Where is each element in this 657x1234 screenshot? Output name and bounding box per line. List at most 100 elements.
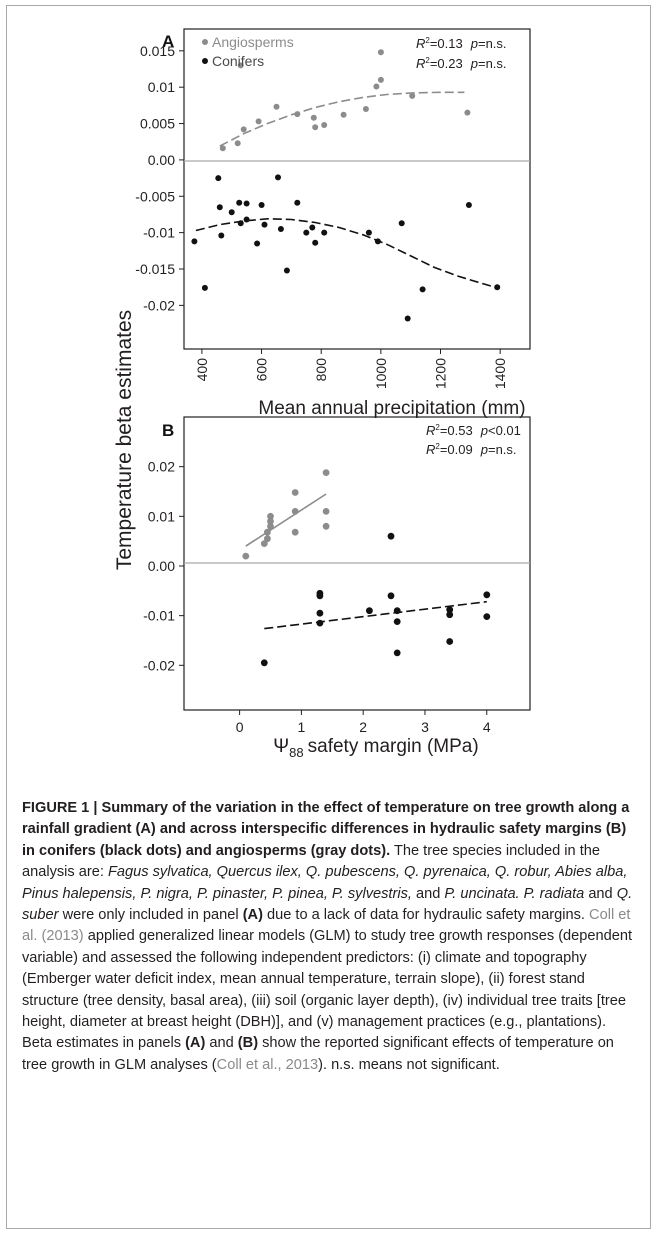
x-tick-label: 800	[313, 358, 329, 382]
data-point-conifers	[404, 315, 411, 322]
panel-b-x-ticks: 0 1 2 3 4	[236, 710, 491, 735]
data-point-angiosperms	[312, 124, 319, 131]
panel-a-stat-angio: R2=0.13 p=n.s.	[416, 36, 507, 51]
data-point-angiosperms	[294, 111, 301, 118]
x-tick-label: 0	[236, 719, 244, 735]
data-point-conifers	[321, 229, 328, 236]
data-point-angiosperms	[291, 528, 299, 536]
data-point-conifers	[294, 199, 301, 206]
caption-citation-link[interactable]: Coll et al., 2013	[216, 1056, 319, 1073]
figure-chart: A 0.015 0.01 0.005 0.00 -0.005 -0.01 -0.015 -0.…	[113, 28, 531, 760]
data-point-angiosperms	[267, 522, 274, 530]
data-point-angiosperms	[409, 92, 416, 99]
panel-b: B 0.02 0.01 0.00 -0.01 -0.02 0 1 2 3 4 R2=0.53 p<…	[143, 416, 531, 760]
panel-a-annotations: R2=0.13 p=n.s. R2=0.23 p=n.s.	[416, 36, 507, 71]
data-point-angiosperms	[264, 528, 271, 536]
caption-text: and	[411, 885, 445, 902]
data-point-angiosperms	[377, 76, 384, 83]
data-point-conifers	[254, 240, 261, 247]
panel-b-annotations: R2=0.53 p<0.01 R2=0.09 p=n.s.	[426, 423, 521, 457]
legend-angiosperms-marker	[202, 39, 208, 45]
data-point-conifers	[393, 618, 401, 625]
data-point-conifers	[483, 591, 491, 599]
caption-citation-link[interactable]: Coll et al. (2013)	[22, 907, 631, 945]
data-point-angiosperms	[322, 522, 330, 530]
legend-conifers-marker	[202, 58, 208, 64]
x-tick-label: 1000	[373, 358, 389, 389]
panel-b-x-axis-label: Ψ88 safety margin (MPa)	[273, 736, 478, 760]
panel-a-y-ticks: 0.015 0.01 0.005 0.00 -0.005 -0.01 -0.015 -0.02	[135, 43, 184, 313]
data-point-conifers	[312, 239, 319, 246]
data-point-conifers	[387, 532, 395, 540]
data-point-angiosperms	[291, 508, 299, 515]
y-tick-label: -0.02	[143, 297, 175, 313]
data-point-conifers	[228, 209, 235, 216]
data-point-conifers	[374, 238, 381, 245]
y-tick-label: 0.00	[148, 558, 175, 574]
x-tick-label: 2	[359, 719, 367, 735]
trendline-angiosperms	[219, 91, 465, 147]
y-tick-label: 0.015	[140, 43, 175, 59]
x-tick-label: 3	[421, 719, 429, 735]
data-point-angiosperms	[322, 469, 330, 476]
y-tick-label: 0.02	[148, 459, 175, 475]
data-point-conifers	[283, 267, 290, 274]
data-point-conifers	[494, 284, 501, 291]
data-point-angiosperms	[321, 122, 328, 128]
legend-conifers-label: Conifers	[212, 53, 264, 69]
data-point-conifers	[303, 229, 310, 236]
data-point-conifers	[277, 226, 284, 232]
x-tick-label: 1	[297, 719, 305, 735]
data-point-angiosperms	[234, 140, 241, 147]
panel-a-stat-conifer: R2=0.23 p=n.s.	[416, 56, 507, 71]
panel-b-trendlines	[245, 493, 487, 630]
data-point-angiosperms	[291, 489, 299, 496]
x-tick-label: 1400	[492, 358, 508, 389]
data-point-conifers	[446, 638, 454, 645]
figure-caption: FIGURE 1 | Summary of the variation in t…	[22, 798, 636, 1076]
y-tick-label: -0.015	[135, 261, 175, 277]
caption-species: Fagus sylvatica, Quercus ilex, Q. pubesc…	[22, 864, 628, 902]
data-point-angiosperms	[260, 540, 268, 547]
panel-a-x-ticks: 400 600 800 1000 1200 1400	[194, 349, 508, 389]
data-point-conifers	[258, 202, 265, 208]
y-tick-label: 0.00	[148, 152, 175, 168]
data-point-angiosperms	[273, 103, 280, 110]
data-point-conifers	[218, 232, 225, 239]
panel-a-trendlines	[195, 91, 498, 289]
data-point-conifers	[316, 592, 324, 600]
caption-text: ). n.s. means not significant.	[318, 1056, 500, 1073]
y-tick-label: 0.005	[140, 116, 175, 132]
caption-text: applied generalized linear models (GLM) …	[22, 928, 633, 1052]
data-point-conifers	[393, 607, 401, 615]
data-point-conifers	[419, 286, 426, 293]
caption-panel-ref: (B)	[237, 1035, 259, 1052]
data-point-conifers	[446, 611, 454, 619]
trendline-conifers	[264, 600, 487, 630]
panel-a-points	[191, 49, 501, 322]
data-point-angiosperms	[373, 83, 380, 90]
data-point-conifers	[393, 649, 401, 657]
data-point-conifers	[201, 284, 208, 291]
data-point-conifers	[398, 220, 405, 227]
caption-lead: FIGURE 1 | Summary of the variation in t…	[22, 800, 630, 859]
x-tick-label: 600	[254, 358, 270, 382]
data-point-conifers	[365, 229, 372, 236]
data-point-conifers	[243, 216, 250, 223]
panel-a-plot-frame	[183, 28, 531, 350]
data-point-angiosperms	[264, 535, 271, 543]
data-point-angiosperms	[267, 517, 274, 525]
data-point-angiosperms	[362, 106, 369, 112]
legend-angiosperms-label: Angiosperms	[212, 34, 294, 50]
caption-text: were only included in panel	[58, 907, 243, 924]
data-point-angiosperms	[219, 145, 226, 152]
data-point-conifers	[316, 609, 324, 617]
y-tick-label: 0.01	[148, 79, 175, 95]
data-point-angiosperms	[464, 109, 471, 116]
y-axis-label: Temperature beta estimates	[113, 310, 136, 570]
panel-b-stat-conifer: R2=0.09 p=n.s.	[426, 442, 517, 457]
caption-text: due to a lack of data for hydraulic safe…	[262, 907, 590, 924]
trendline-conifers	[195, 217, 498, 289]
data-point-conifers	[366, 607, 373, 615]
data-point-conifers	[261, 221, 268, 228]
